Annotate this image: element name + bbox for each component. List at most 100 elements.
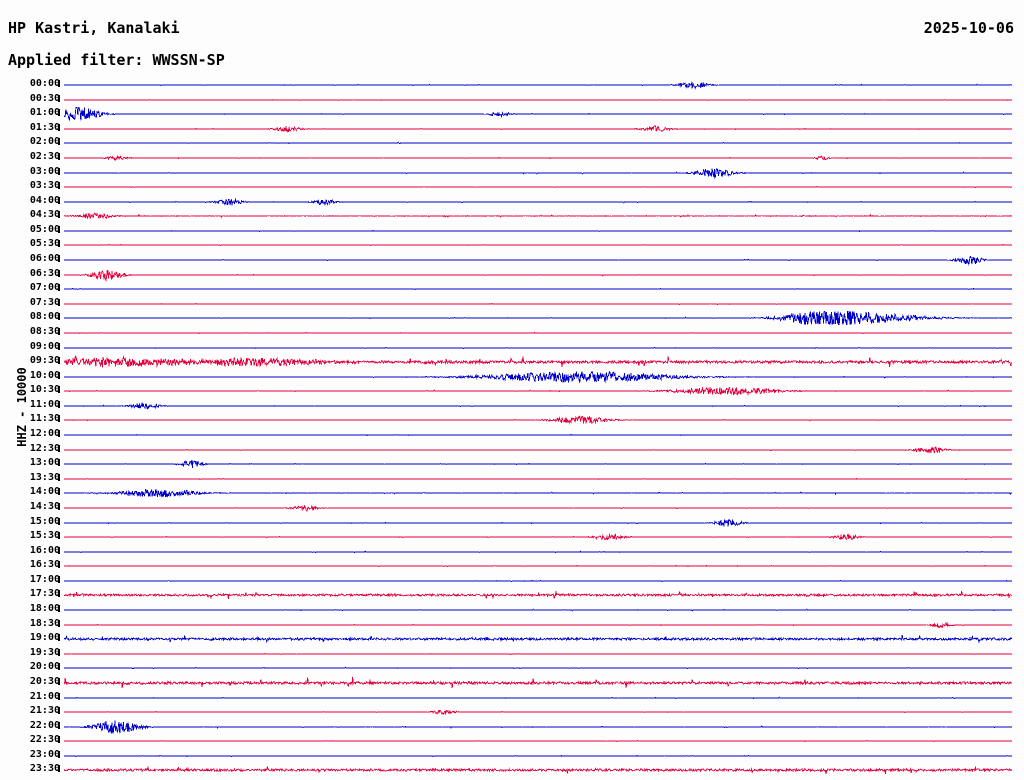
trace-line	[64, 311, 1012, 326]
trace-waveform	[64, 107, 1012, 122]
trace-row: 05:00	[0, 224, 1024, 238]
trace-row-time-label: 01:30	[29, 121, 60, 133]
trace-row-time-label: 06:30	[29, 267, 60, 279]
trace-row-time-label: 03:30	[29, 180, 60, 192]
trace-row-time-label: 23:30	[29, 763, 60, 775]
trace-line	[64, 78, 1012, 92]
trace-line	[64, 501, 1012, 515]
trace-waveform	[64, 621, 1012, 629]
trace-row: 19:00	[0, 632, 1024, 646]
trace-row: 17:00	[0, 574, 1024, 588]
trace-waveform	[64, 401, 1012, 411]
trace-row-time-label: 07:30	[29, 296, 60, 308]
trace-row: 22:00	[0, 720, 1024, 734]
trace-row-time-label: 03:00	[29, 165, 60, 177]
trace-row-tick-mark	[58, 327, 60, 335]
applied-filter-label: Applied filter: WWSSN-SP	[8, 51, 225, 69]
trace-row-time-label: 19:30	[29, 646, 60, 658]
trace-waveform	[64, 518, 1012, 527]
trace-row: 06:00	[0, 253, 1024, 267]
trace-row: 15:30	[0, 530, 1024, 544]
trace-row-tick-mark	[58, 255, 60, 262]
trace-line	[64, 224, 1012, 238]
trace-row-time-label: 13:30	[29, 471, 60, 483]
trace-row-tick-mark	[58, 182, 60, 190]
trace-row: 07:00	[0, 282, 1024, 296]
trace-waveform	[64, 370, 1012, 384]
trace-line	[64, 734, 1012, 748]
trace-waveform	[64, 269, 1012, 282]
trace-waveform	[64, 709, 1012, 716]
trace-row-time-label: 09:30	[29, 355, 60, 367]
trace-row-tick-mark	[58, 298, 60, 306]
trace-line	[64, 384, 1012, 398]
trace-row: 21:00	[0, 691, 1024, 705]
trace-waveform	[64, 666, 1012, 670]
trace-row-tick-mark	[58, 575, 60, 583]
trace-row: 19:30	[0, 647, 1024, 661]
trace-waveform	[64, 244, 1012, 247]
trace-waveform	[64, 81, 1012, 90]
trace-line	[64, 647, 1012, 661]
trace-row-time-label: 14:00	[29, 486, 60, 498]
trace-row: 05:30	[0, 238, 1024, 252]
trace-waveform	[64, 740, 1012, 743]
trace-row-time-label: 20:30	[29, 675, 60, 687]
trace-row-time-label: 22:30	[29, 734, 60, 746]
trace-row-time-label: 04:00	[29, 194, 60, 206]
trace-row-time-label: 18:00	[29, 603, 60, 614]
trace-waveform	[64, 98, 1012, 101]
trace-row-time-label: 07:00	[29, 282, 60, 294]
trace-waveform	[64, 433, 1012, 437]
header: HP Kastri, Kanalaki Applied filter: WWSS…	[0, 0, 1024, 78]
trace-row-time-label: 12:30	[29, 442, 60, 454]
trace-line	[64, 282, 1012, 296]
trace-line	[64, 486, 1012, 500]
trace-waveform	[64, 229, 1012, 232]
trace-row: 12:00	[0, 428, 1024, 442]
trace-row-tick-mark	[58, 648, 60, 656]
trace-row: 21:30	[0, 705, 1024, 719]
trace-row: 20:00	[0, 661, 1024, 675]
trace-line	[64, 253, 1012, 267]
trace-row: 17:30	[0, 588, 1024, 602]
trace-row: 13:30	[0, 472, 1024, 486]
trace-row-time-label: 02:00	[29, 136, 60, 148]
trace-line	[64, 545, 1012, 559]
trace-waveform	[64, 287, 1012, 291]
trace-waveform	[64, 608, 1012, 612]
trace-row: 07:30	[0, 297, 1024, 311]
trace-row-time-label: 18:30	[29, 617, 60, 629]
trace-line	[64, 691, 1012, 705]
trace-row: 18:30	[0, 618, 1024, 632]
trace-row-tick-mark	[58, 765, 60, 773]
trace-row: 03:00	[0, 166, 1024, 180]
date-label: 2025-10-06	[923, 19, 1014, 37]
trace-waveform	[64, 720, 1012, 734]
trace-row-tick-mark	[58, 240, 60, 248]
trace-row: 12:30	[0, 443, 1024, 457]
trace-line	[64, 676, 1012, 690]
trace-row: 01:30	[0, 122, 1024, 136]
trace-row-tick-mark	[58, 80, 60, 87]
trace-line	[64, 530, 1012, 544]
trace-line	[64, 749, 1012, 763]
trace-row-tick-mark	[58, 707, 60, 715]
trace-row-time-label: 22:00	[29, 719, 60, 731]
trace-row-time-label: 08:00	[29, 311, 60, 323]
trace-row-tick-mark	[58, 211, 60, 219]
trace-waveform	[64, 754, 1012, 758]
trace-line	[64, 588, 1012, 602]
trace-line	[64, 326, 1012, 340]
trace-row-time-label: 04:30	[29, 209, 60, 221]
trace-row-time-label: 00:30	[29, 92, 60, 104]
trace-waveform	[64, 212, 1012, 220]
trace-row: 00:00	[0, 78, 1024, 92]
trace-row-time-label: 05:30	[29, 238, 60, 250]
trace-row-time-label: 01:00	[29, 107, 60, 119]
trace-row-tick-mark	[58, 459, 60, 467]
trace-waveform	[64, 346, 1012, 349]
trace-row-tick-mark	[58, 488, 60, 496]
trace-line	[64, 413, 1012, 427]
trace-line	[64, 209, 1012, 223]
